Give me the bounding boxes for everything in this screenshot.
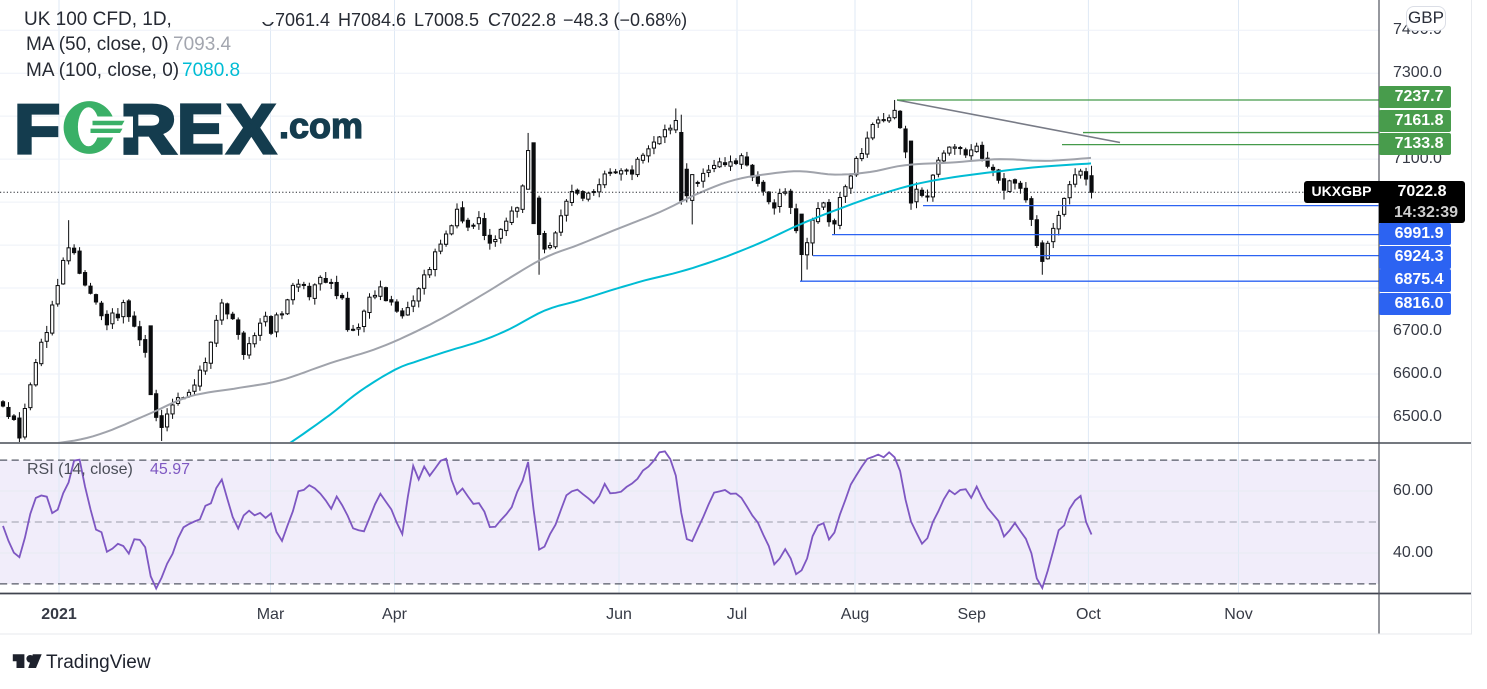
svg-text:TradingView: TradingView bbox=[46, 652, 151, 673]
